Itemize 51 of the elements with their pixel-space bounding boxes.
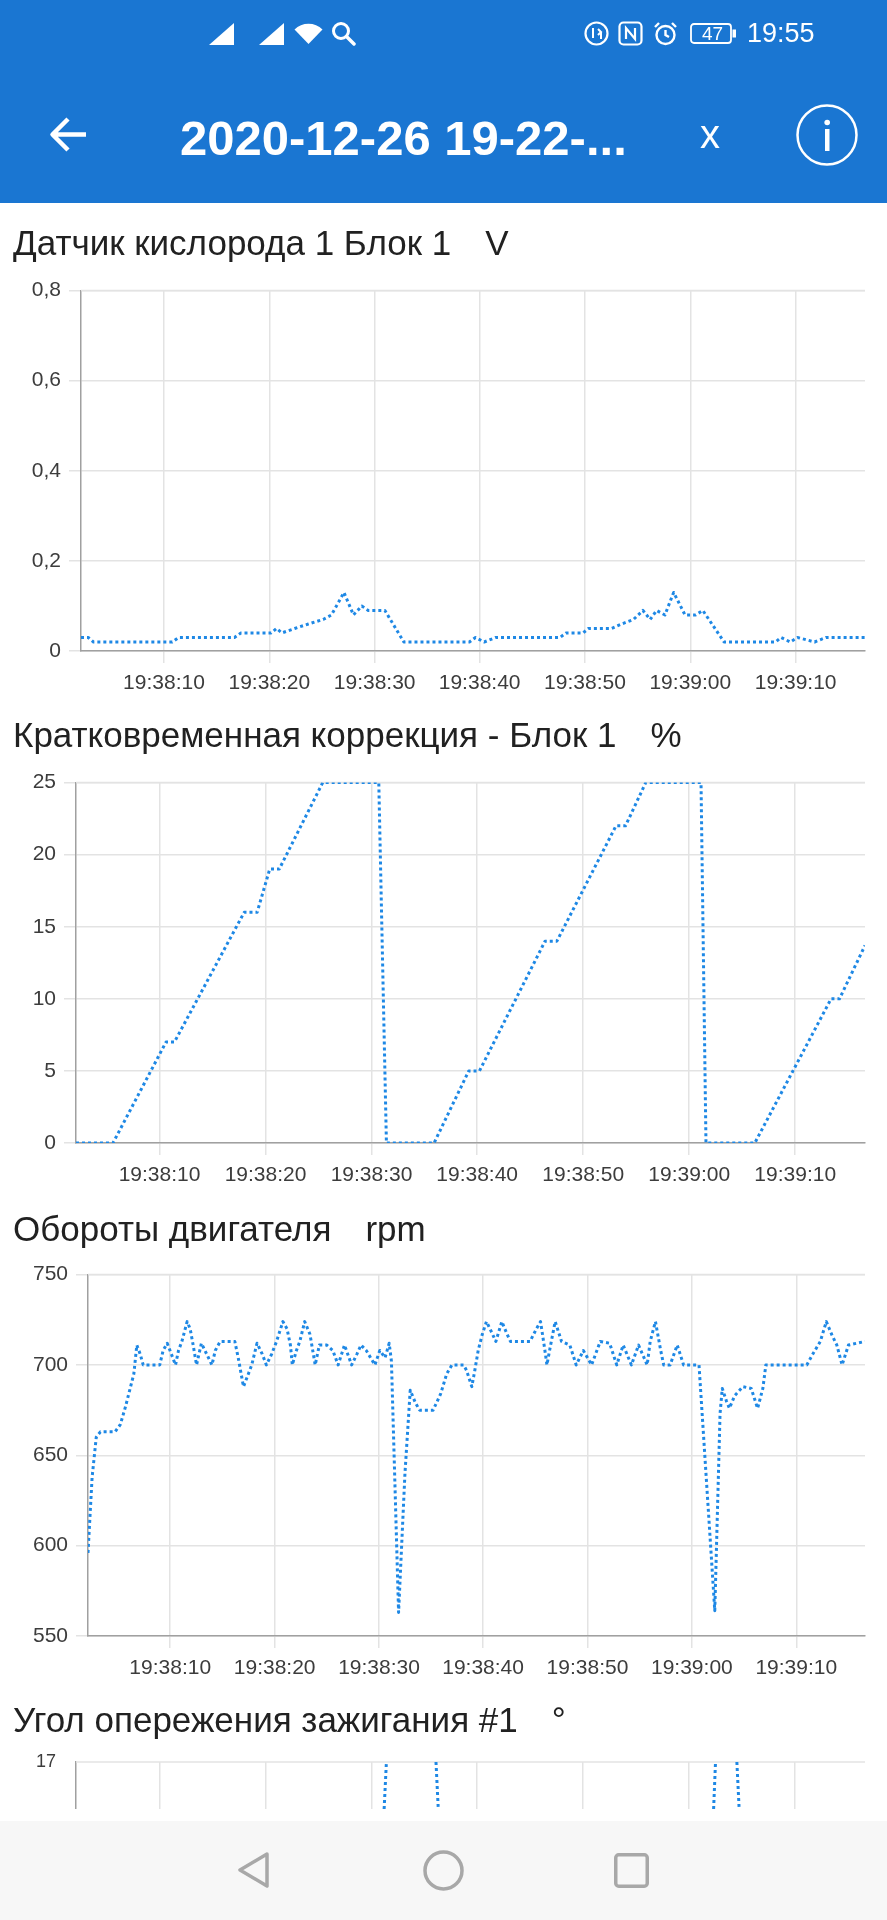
y-tick-label: 0,6 bbox=[31, 367, 61, 391]
y-tick-label: 25 bbox=[32, 769, 56, 793]
y-tick-label: 0,2 bbox=[31, 547, 61, 571]
y-axis-title: V bbox=[485, 223, 509, 262]
x-tick-label: 19:38:10 bbox=[123, 670, 205, 694]
y-tick-label: 650 bbox=[32, 1442, 68, 1466]
x-tick-label: 19:38:30 bbox=[338, 1655, 420, 1679]
y-tick-label: 0,8 bbox=[31, 277, 61, 301]
y-tick-label: 700 bbox=[32, 1351, 68, 1375]
y-tick-label: 15 bbox=[32, 913, 56, 937]
x-tick-label: 19:38:20 bbox=[228, 670, 311, 694]
y-axis-title: ° bbox=[551, 1700, 566, 1739]
chart-title: Датчик кислорода 1 Блок 1 bbox=[13, 223, 452, 262]
y-tick-label: 0 bbox=[49, 637, 61, 661]
x-tick-label: 19:39:00 bbox=[649, 670, 732, 694]
x-tick-label: 19:38:50 bbox=[546, 1655, 629, 1679]
y-axis-title: % bbox=[650, 715, 682, 754]
x-tick-label: 19:38:50 bbox=[544, 670, 626, 694]
text: 47 bbox=[702, 23, 724, 44]
x-tick-label: 19:38:40 bbox=[436, 1162, 519, 1186]
x-tick-label: 19:39:10 bbox=[754, 670, 837, 694]
text: 2020-12-26 19-22-... bbox=[180, 111, 627, 165]
text: 19:55 bbox=[747, 18, 815, 48]
x-tick-label: 19:38:10 bbox=[118, 1162, 201, 1186]
y-tick-label: 0,4 bbox=[31, 457, 62, 481]
x-tick-label: 19:38:50 bbox=[542, 1162, 625, 1186]
x-tick-label: 19:38:40 bbox=[438, 670, 521, 694]
x-tick-label: 19:38:30 bbox=[330, 1162, 413, 1186]
x-tick-label: 19:38:20 bbox=[224, 1162, 307, 1186]
y-axis-title: rpm bbox=[365, 1209, 426, 1248]
x-tick-label: 19:39:10 bbox=[754, 1162, 837, 1186]
y-tick-label: 0 bbox=[44, 1129, 56, 1153]
chart-title: Обороты двигателя bbox=[13, 1209, 332, 1248]
x-tick-label: 19:39:10 bbox=[755, 1655, 838, 1679]
y-tick-label: 600 bbox=[32, 1532, 68, 1556]
x-tick-label: 19:38:20 bbox=[233, 1655, 316, 1679]
x-tick-label: 19:39:00 bbox=[651, 1655, 733, 1679]
x-tick-label: 19:38:40 bbox=[442, 1655, 524, 1679]
text: x bbox=[700, 112, 720, 156]
x-tick-label: 19:38:30 bbox=[333, 670, 416, 694]
line-series bbox=[81, 590, 865, 644]
chart-title: Кратковременная коррекция - Блок 1 bbox=[13, 715, 617, 754]
y-tick-label: 550 bbox=[32, 1622, 68, 1646]
y-tick-label: 20 bbox=[32, 841, 56, 865]
x-tick-label: 19:39:00 bbox=[648, 1162, 731, 1186]
y-tick-label: 10 bbox=[32, 985, 56, 1009]
y-tick-label: 5 bbox=[44, 1057, 56, 1081]
y-tick-label: 750 bbox=[32, 1261, 68, 1285]
x-tick-label: 19:38:10 bbox=[129, 1655, 212, 1679]
chart-title: Угол опережения зажигания #1 bbox=[13, 1700, 518, 1739]
text: 17 bbox=[35, 1750, 56, 1771]
